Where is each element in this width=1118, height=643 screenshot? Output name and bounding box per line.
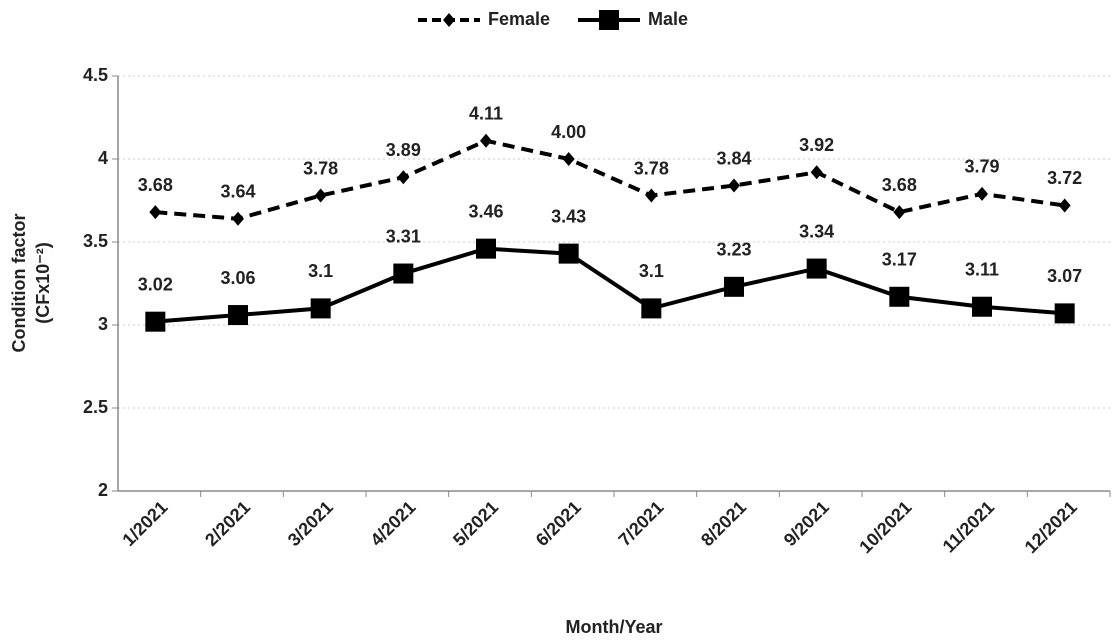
marker xyxy=(810,165,823,180)
y-tick-label: 3 xyxy=(98,314,108,334)
marker xyxy=(1054,303,1075,324)
marker xyxy=(228,305,248,326)
marker xyxy=(149,205,162,220)
x-tick-label: 9/2021 xyxy=(780,497,833,550)
data-label: 3.79 xyxy=(964,157,999,177)
y-tick-label: 2.5 xyxy=(83,397,108,417)
x-tick-label: 6/2021 xyxy=(532,497,585,550)
marker xyxy=(476,238,496,259)
marker xyxy=(558,243,579,264)
marker xyxy=(310,298,331,319)
data-label: 3.78 xyxy=(303,158,338,178)
data-label: 3.06 xyxy=(220,268,255,288)
x-tick-label: 11/2021 xyxy=(939,497,998,556)
data-label: 4.00 xyxy=(551,122,586,142)
marker xyxy=(889,286,910,307)
marker xyxy=(645,188,658,203)
data-label: 3.11 xyxy=(965,259,999,279)
marker xyxy=(724,276,744,297)
x-tick-label: 10/2021 xyxy=(855,497,915,557)
legend-label: Female xyxy=(488,9,550,29)
data-label: 3.1 xyxy=(308,261,333,281)
x-tick-label: 3/2021 xyxy=(284,497,337,550)
y-tick-label: 3.5 xyxy=(83,231,108,251)
data-label: 3.23 xyxy=(716,240,751,260)
data-label: 3.89 xyxy=(386,140,421,160)
marker xyxy=(397,170,410,185)
legend-label: Male xyxy=(648,9,688,29)
x-tick-label: 12/2021 xyxy=(1021,497,1081,557)
x-axis-label: Month/Year xyxy=(565,617,662,637)
marker xyxy=(972,296,992,317)
marker xyxy=(562,152,575,166)
x-tick-label: 8/2021 xyxy=(697,497,750,550)
y-axis-label: Condition factor xyxy=(9,214,29,353)
x-tick-label: 2/2021 xyxy=(201,497,254,550)
data-label: 3.68 xyxy=(138,175,173,195)
y-tick-label: 4 xyxy=(98,148,108,168)
marker xyxy=(1058,198,1071,213)
y-tick-label: 2 xyxy=(98,480,108,500)
x-tick-label: 7/2021 xyxy=(614,497,667,550)
x-tick-label: 5/2021 xyxy=(449,497,502,550)
marker xyxy=(443,13,455,27)
data-label: 3.68 xyxy=(882,175,917,195)
data-label: 3.02 xyxy=(138,274,173,294)
marker xyxy=(232,211,244,226)
data-label: 3.46 xyxy=(468,201,503,221)
marker xyxy=(728,178,740,193)
marker xyxy=(314,188,327,203)
data-label: 3.72 xyxy=(1047,168,1082,188)
series-line xyxy=(155,138,1065,221)
x-tick-label: 4/2021 xyxy=(366,497,419,550)
marker xyxy=(145,311,166,332)
marker xyxy=(641,298,662,319)
marker xyxy=(976,186,988,201)
data-label: 3.34 xyxy=(799,221,834,241)
data-label: 3.17 xyxy=(882,250,917,270)
data-label: 3.92 xyxy=(799,135,834,155)
series-line xyxy=(155,246,1065,324)
data-label: 3.78 xyxy=(634,158,669,178)
data-label: 3.31 xyxy=(386,226,421,246)
marker xyxy=(806,258,827,279)
marker xyxy=(599,10,619,30)
data-label: 3.1 xyxy=(639,261,664,281)
data-label: 4.11 xyxy=(469,103,503,123)
y-axis-label: (CFx10⁻²) xyxy=(33,242,53,324)
data-label: 3.84 xyxy=(716,148,751,168)
marker xyxy=(480,133,492,148)
marker xyxy=(893,205,906,220)
data-label: 3.64 xyxy=(220,182,255,202)
marker xyxy=(393,263,414,284)
x-tick-label: 1/2021 xyxy=(118,497,171,550)
data-label: 3.43 xyxy=(551,206,586,226)
y-tick-label: 4.5 xyxy=(83,65,108,85)
data-label: 3.07 xyxy=(1047,266,1082,286)
